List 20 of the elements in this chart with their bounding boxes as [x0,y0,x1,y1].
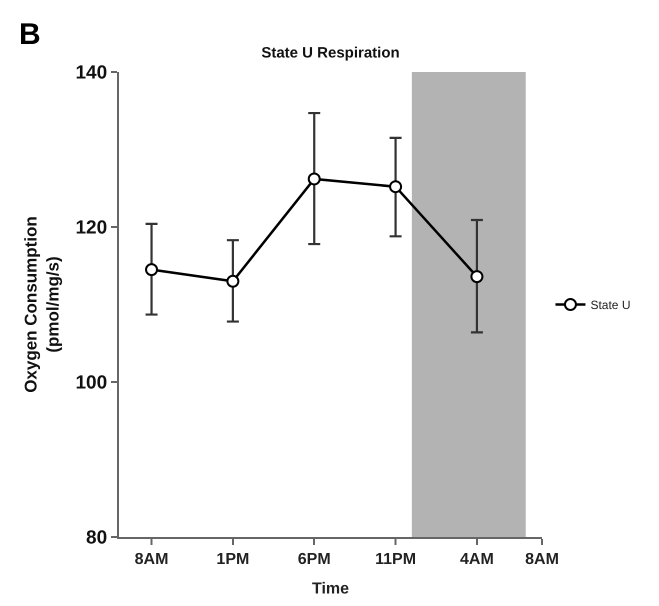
x-tick-label: 11PM [375,551,416,568]
y-tick-label: 120 [75,218,108,239]
x-tick-label: 1PM [216,551,250,568]
y-tick-label: 140 [75,62,108,84]
y-tick-label: 100 [75,372,108,394]
point [470,270,484,284]
point [308,172,321,186]
y-axis-title: Oxygen Consumption (pmol/mg/s) [21,216,63,393]
x-tick-label: 4AM [460,551,494,568]
x-tick-label: 8AM [525,551,559,568]
legend-label: State U [590,298,630,312]
point [145,263,158,276]
y-tick-label: 80 [86,528,108,549]
chart-title: State U Respiration [261,44,400,62]
x-axis-title: Time [312,580,350,598]
x-tick-label: 8AM [134,551,168,568]
text: B [19,18,41,51]
x-tick-label: 6PM [298,551,331,568]
point [226,274,240,288]
point [389,180,402,194]
